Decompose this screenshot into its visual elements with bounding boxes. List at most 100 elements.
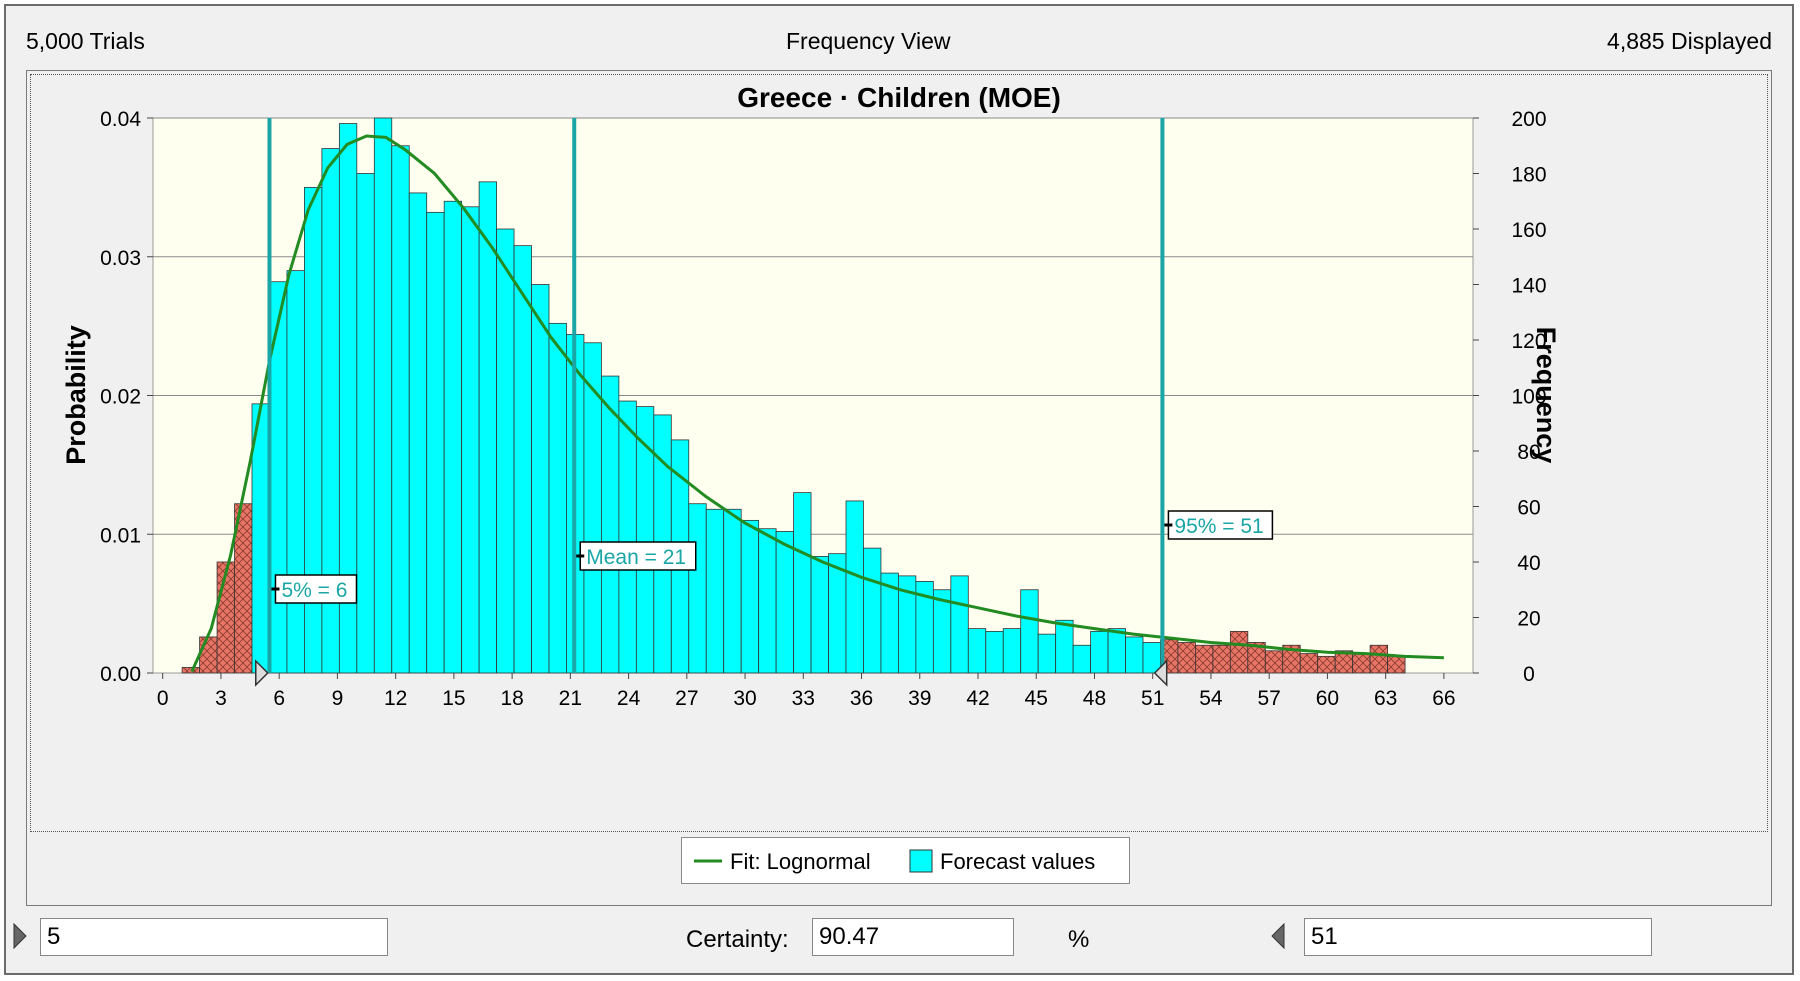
y-tick-label: 0.02 [100, 386, 141, 409]
marker-label-box [1167, 510, 1274, 540]
marker-lines: 5% = 6 Mean = 21 95% = 51 [255, 118, 1274, 687]
right-grabber-icon[interactable] [1270, 922, 1286, 950]
bar [967, 628, 987, 674]
bar [723, 508, 742, 674]
certainty-input[interactable]: 90.47 [812, 918, 1014, 956]
bar [583, 342, 602, 674]
bar [356, 173, 375, 674]
bar [269, 281, 288, 674]
fit-curve-group [190, 134, 1444, 673]
upper-grabber-icon [1153, 659, 1168, 687]
x-tick-label: 24 [617, 687, 641, 710]
excluded-bar [1369, 644, 1388, 674]
x-tick-label: 66 [1432, 687, 1455, 710]
bar [618, 400, 637, 674]
fit-curve [190, 134, 1444, 673]
y2-tick-label: 160 [1511, 219, 1546, 242]
x-tick-label: 63 [1374, 687, 1397, 710]
marker-label: 95% = 51 [1174, 515, 1263, 538]
bar [601, 375, 620, 674]
x-tick-label: 51 [1141, 687, 1164, 710]
excluded-bar [1352, 653, 1371, 674]
bar [705, 508, 725, 674]
bars [181, 117, 1406, 674]
upper-bound-input[interactable]: 51 [1304, 918, 1652, 956]
bar [496, 228, 515, 674]
excluded-bar [1229, 630, 1249, 674]
certainty-bar: 5 Certainty: 90.47 % 51 [6, 916, 1792, 966]
x-tick-label: 3 [215, 687, 227, 710]
y2-tick-label: 140 [1511, 275, 1546, 298]
x-tick-label: 42 [966, 687, 989, 710]
bar [775, 531, 794, 674]
bar [688, 503, 707, 674]
y-tick-label: 0.01 [100, 524, 141, 547]
y2-tick-label: 200 [1511, 108, 1546, 131]
bar [1020, 589, 1039, 674]
view-name[interactable]: Frequency View [786, 28, 951, 54]
bar [531, 284, 550, 674]
bar [443, 200, 463, 674]
axes: 0.000.010.020.030.0402040608010012014016… [100, 108, 1546, 710]
y-tick-label: 0.04 [100, 108, 141, 131]
y2-tick-label: 20 [1517, 608, 1540, 631]
marker-label-box [274, 574, 358, 604]
bar [1072, 644, 1091, 674]
bar [810, 556, 829, 674]
excluded-bar [1387, 655, 1406, 674]
x-tick-label: 54 [1199, 687, 1223, 710]
lower-bound-input[interactable]: 5 [40, 918, 388, 956]
x-tick-label: 18 [500, 687, 523, 710]
excluded-bar [1177, 642, 1196, 674]
certainty-label: Certainty: [686, 926, 789, 953]
x-tick-label: 33 [792, 687, 815, 710]
bar [478, 181, 497, 674]
x-tick-label: 36 [850, 687, 873, 710]
bar [391, 145, 410, 674]
x-tick-label: 21 [559, 687, 582, 710]
forecast-window: 5,000 Trials Frequency View 4,885 Displa… [4, 4, 1794, 975]
x-tick-label: 30 [733, 687, 756, 710]
y2-axis-label: Frequency [1531, 327, 1561, 464]
left-grabber-icon[interactable] [12, 922, 28, 950]
x-tick-label: 48 [1083, 687, 1106, 710]
x-tick-label: 45 [1025, 687, 1048, 710]
marker-label: Mean = 21 [586, 546, 686, 569]
legend-bar-swatch [909, 849, 933, 873]
bar [758, 528, 777, 674]
bar [985, 630, 1004, 674]
x-tick-label: 39 [908, 687, 931, 710]
bar [1090, 630, 1109, 674]
header-bar: 5,000 Trials Frequency View 4,885 Displa… [6, 6, 1792, 72]
x-tick-label: 0 [157, 687, 169, 710]
bar [513, 245, 532, 674]
legend-fit-label: Fit: Lognormal [730, 849, 871, 874]
lower-grabber-icon [255, 659, 269, 687]
y2-tick-label: 0 [1523, 663, 1535, 686]
excluded-bar [1317, 655, 1336, 674]
excluded-bar [1195, 644, 1214, 674]
y2-tick-label: 40 [1517, 552, 1540, 575]
y-tick-label: 0.00 [100, 663, 141, 686]
displayed-count: 4,885 Displayed [1607, 28, 1772, 54]
bar [950, 575, 969, 674]
bar [740, 519, 760, 674]
marker-label-box [579, 541, 697, 571]
bar [461, 206, 480, 674]
y2-tick-label: 80 [1517, 441, 1540, 464]
y2-tick-label: 120 [1511, 330, 1546, 353]
bar [1107, 628, 1126, 674]
percent-sign: % [1068, 926, 1090, 953]
chart-panel: Greece · Children (MOE) 5% = 6 Mean = 21 9… [26, 70, 1772, 906]
x-tick-label: 57 [1257, 687, 1280, 710]
excluded-bar [199, 636, 218, 674]
x-tick-label: 15 [442, 687, 465, 710]
bar [373, 117, 393, 674]
bar [793, 492, 812, 674]
excluded-bar [1264, 650, 1284, 674]
bar [1055, 619, 1074, 674]
y-axis-label: Probability [61, 325, 91, 465]
bar [408, 192, 428, 674]
trials-count: 5,000 Trials [26, 28, 145, 54]
x-tick-label: 12 [384, 687, 407, 710]
